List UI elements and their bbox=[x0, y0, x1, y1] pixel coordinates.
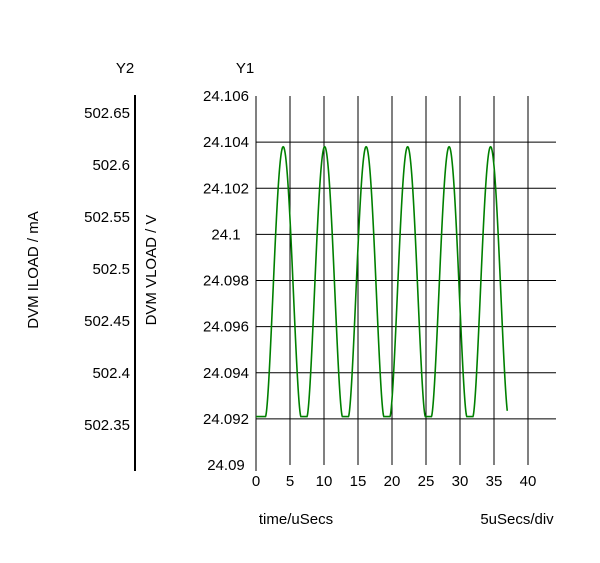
x-tick-label: 25 bbox=[418, 473, 435, 490]
y1-tick-label: 24.1 bbox=[211, 226, 240, 243]
x-tick-label: 0 bbox=[252, 473, 260, 490]
y2-header: Y2 bbox=[116, 60, 134, 77]
y1-tick-label: 24.096 bbox=[203, 319, 249, 336]
y2-tick-label: 502.4 bbox=[92, 365, 130, 382]
x-tick-label: 5 bbox=[286, 473, 294, 490]
y1-tick-label: 24.092 bbox=[203, 411, 249, 428]
x-tick-label: 30 bbox=[452, 473, 469, 490]
y1-tick-labels: 24.106 24.104 24.102 24.1 24.098 24.096 24.094… bbox=[203, 88, 249, 474]
y1-tick-label: 24.104 bbox=[203, 134, 249, 151]
y1-tick-label: 24.102 bbox=[203, 180, 249, 197]
y1-tick-label: 24.098 bbox=[203, 273, 249, 290]
x-tick-label: 10 bbox=[316, 473, 333, 490]
y2-tick-label: 502.45 bbox=[84, 313, 130, 330]
y1-tick-label: 24.09 bbox=[207, 457, 245, 474]
series-layer bbox=[256, 145, 509, 418]
series-line bbox=[256, 145, 509, 418]
y2-tick-label: 502.35 bbox=[84, 417, 130, 434]
y2-tick-label: 502.5 bbox=[92, 261, 130, 278]
y1-axis-label: DVM VLOAD / V bbox=[143, 215, 160, 326]
x-tick-label: 35 bbox=[486, 473, 503, 490]
x-axis-label: time/uSecs bbox=[259, 511, 333, 528]
y2-tick-label: 502.6 bbox=[92, 157, 130, 174]
x-tick-label: 15 bbox=[350, 473, 367, 490]
y2-tick-label: 502.65 bbox=[84, 105, 130, 122]
x-tick-label: 20 bbox=[384, 473, 401, 490]
x-tick-labels: 0 5 10 15 20 25 30 35 40 bbox=[252, 473, 537, 490]
y1-header: Y1 bbox=[236, 60, 254, 77]
y2-axis-label: DVM ILOAD / mA bbox=[25, 211, 42, 329]
x-tick-label: 40 bbox=[520, 473, 537, 490]
y2-tick-labels: 502.65 502.6 502.55 502.5 502.45 502.4 502.35 bbox=[84, 105, 130, 434]
y1-tick-label: 24.106 bbox=[203, 88, 249, 105]
x-scale-label: 5uSecs/div bbox=[480, 511, 554, 528]
y1-tick-label: 24.094 bbox=[203, 365, 249, 382]
y2-tick-label: 502.55 bbox=[84, 209, 130, 226]
